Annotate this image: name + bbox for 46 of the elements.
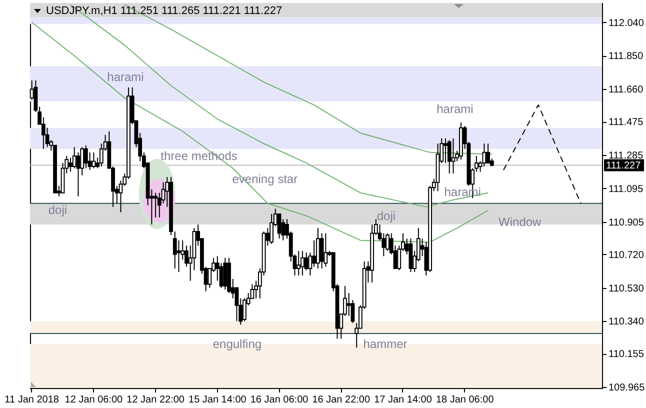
line-series	[31, 22, 489, 243]
ref-line-label: 111.227	[606, 160, 642, 172]
annotation: doji	[48, 203, 68, 217]
annotation: harami	[436, 102, 474, 116]
annotation: engulfing	[212, 337, 262, 351]
candlestick	[320, 232, 324, 269]
x-tick-label: 16 Jan 06:00	[250, 394, 309, 406]
candlestick	[92, 152, 96, 169]
y-tick-label: 111.850	[608, 51, 644, 62]
x-tick-label: 17 Jan 14:00	[374, 394, 432, 406]
candlestick	[68, 157, 72, 172]
y-tick-label: 109.965	[608, 382, 646, 394]
candlestick	[447, 140, 452, 174]
candlestick	[154, 192, 158, 218]
candlestick	[324, 232, 328, 268]
candlestick	[486, 143, 490, 164]
candlestick	[176, 240, 181, 272]
candlestick	[296, 250, 301, 276]
x-tick-label: 18 Jan 06:00	[436, 394, 494, 406]
annotation: Window	[498, 215, 542, 229]
x-tick-label: 12 Jan 22:00	[126, 394, 185, 406]
chart-title: USDJPY.m,H1 111.251 111.265 111.221 111.227	[46, 5, 282, 17]
y-tick-label: 110.340	[608, 316, 644, 328]
x-tick-label: 16 Jan 22:00	[312, 394, 370, 406]
annotation: doji	[376, 209, 396, 223]
x-tick-label: 12 Jan 06:00	[64, 394, 124, 406]
candlestick	[84, 144, 88, 169]
y-tick-label: 110.155	[608, 349, 644, 360]
candlestick	[223, 257, 228, 290]
y-tick-label: 111.285	[608, 150, 644, 162]
candlestick	[444, 138, 448, 164]
x-tick-label: 15 Jan 14:00	[188, 394, 247, 406]
annotation: harami	[107, 70, 144, 84]
y-tick-label: 111.095	[608, 184, 644, 195]
y-tick-label: 112.040	[608, 18, 644, 29]
candlestick	[312, 240, 316, 268]
x-tick-label: 11 Jan 2018	[4, 394, 60, 406]
candlestick	[300, 250, 304, 276]
y-tick-label: 110.905	[608, 217, 644, 228]
candlestick	[451, 138, 456, 174]
y-tick-label: 111.475	[608, 117, 644, 128]
y-tick-label: 110.530	[608, 283, 644, 294]
y-tick-label: 110.720	[608, 250, 644, 261]
y-tick-label: 111.660	[608, 84, 644, 96]
candlestick	[72, 146, 76, 169]
annotation: hammer	[363, 337, 408, 351]
